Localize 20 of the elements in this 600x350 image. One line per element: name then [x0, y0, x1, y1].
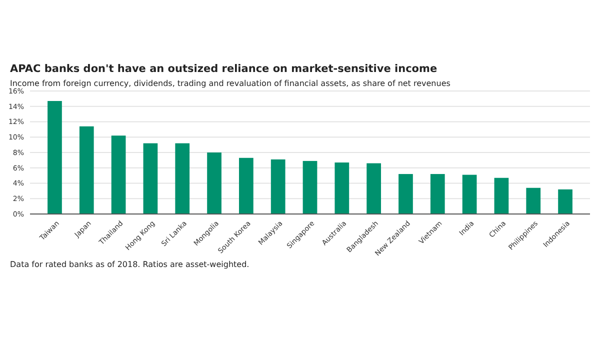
- chart-subtitle: Income from foreign currency, dividends, trading and revaluation of financial assets, as share of net revenues: [10, 79, 450, 88]
- bar: [79, 126, 94, 214]
- bar: [526, 188, 541, 214]
- bar: [111, 136, 126, 214]
- bar: [366, 163, 381, 214]
- bar: [430, 174, 445, 214]
- bar: [143, 143, 158, 214]
- bar: [494, 178, 509, 214]
- bar: [302, 160, 318, 214]
- text: Data for rated banks as of 2018. Ratios are asset-weighted.: [10, 260, 250, 269]
- bar: [175, 143, 190, 214]
- bar: [207, 152, 222, 214]
- chart-title: APAC banks don't have an outsized reliance on market-sensitive income: [10, 63, 438, 75]
- bar: [270, 159, 286, 214]
- bar: [462, 174, 477, 214]
- bar: [334, 162, 350, 214]
- bar: [558, 189, 572, 214]
- bar: [48, 100, 62, 214]
- bar: [398, 174, 413, 214]
- bar: [239, 158, 254, 214]
